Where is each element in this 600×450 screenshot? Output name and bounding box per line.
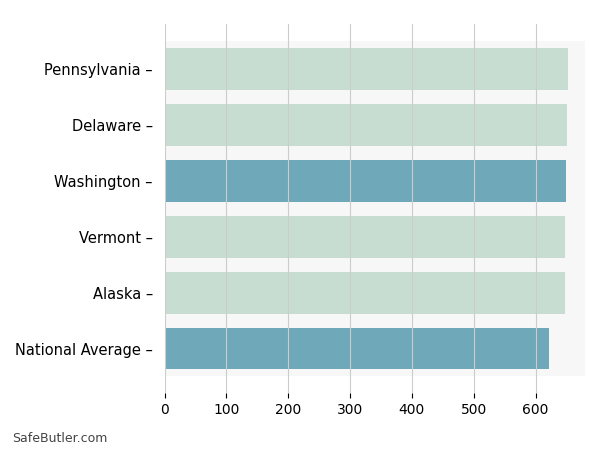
- Bar: [164, 272, 565, 314]
- Bar: [164, 265, 585, 320]
- Bar: [164, 320, 585, 377]
- Bar: [164, 160, 566, 202]
- Bar: [164, 104, 567, 146]
- Bar: [164, 153, 585, 209]
- Bar: [164, 48, 568, 90]
- Text: SafeButler.com: SafeButler.com: [12, 432, 107, 446]
- Bar: [164, 97, 585, 153]
- Bar: [164, 209, 585, 265]
- Bar: [164, 216, 565, 257]
- Bar: [164, 41, 585, 97]
- Bar: [164, 328, 548, 369]
